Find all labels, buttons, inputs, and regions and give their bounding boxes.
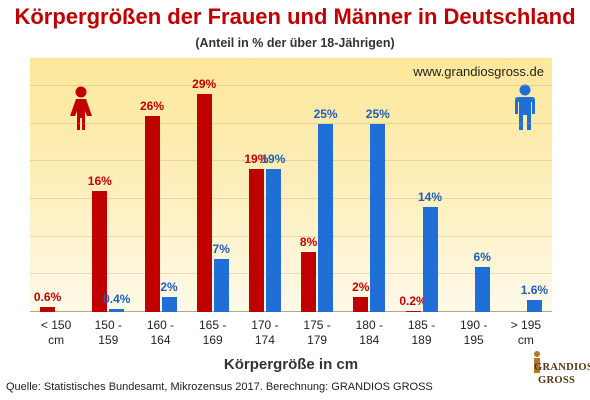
x-tick-label-line: 160 - [146,318,175,332]
men-bar-3 [213,259,229,312]
women-value-label-7: 0.2% [399,293,427,308]
x-axis-ticks: < 150 cm 150 -159 160 -164 165 -169 170 -174 1… [30,318,552,354]
x-tick-label-line: 169 [202,333,223,347]
x-tick-label-line: cm [517,333,534,347]
men-value-label-5: 25% [313,106,338,121]
women-bar-2 [144,116,160,312]
x-tick-label-line: 174 [254,333,275,347]
x-tick-label-5: 175 -179 [291,318,343,348]
women-bar-6 [353,296,369,312]
x-tick-label-6: 180 -184 [343,318,395,348]
women-value-label-6: 2% [352,279,370,294]
men-value-label-4: 19% [261,151,286,166]
men-value-label-8: 6% [473,249,491,264]
logo-line-2: GROSS [538,375,576,386]
plot-area: www.grandiosgross.de 0.6% 16% 26% 29% 19% 8% 2… [30,58,552,312]
women-value-label-1: 16% [87,174,112,189]
x-axis-label: Körpergröße in cm [223,356,359,373]
gridline [30,198,552,199]
x-axis-line [30,311,552,312]
gridline [30,122,552,124]
men-bar-6 [370,123,386,312]
woman-icon [70,86,92,130]
x-tick-label-2: 160 -164 [135,318,187,348]
women-bar-0 [40,307,56,312]
x-tick-label-line: 179 [307,333,328,347]
x-tick-label-line: > 195 [510,318,542,332]
women-bar-5 [301,251,317,312]
source-note: Quelle: Statistisches Bundesamt, Mikroze… [6,381,433,393]
men-value-label-1: 0.4% [103,292,131,306]
man-icon [515,84,535,130]
x-tick-label-line: 159 [98,333,119,347]
men-value-label-9: 1.6% [520,282,549,297]
women-value-label-2: 26% [139,99,165,114]
men-value-label-7: 14% [417,189,443,204]
gridline [30,85,552,86]
women-bar-3 [196,93,212,312]
men-bar-7 [422,206,438,312]
x-tick-label-line: 190 - [460,318,488,332]
gridline [30,273,552,275]
x-tick-label-4: 170 -174 [239,318,291,348]
gridline [30,160,552,162]
x-tick-label-line: 165 - [199,318,227,332]
x-tick-label-line: 170 - [251,318,279,332]
website-label: www.grandiosgross.de [413,64,544,79]
chart-subtitle: (Anteil in % der über 18-Jährigen) [195,36,395,50]
men-bar-5 [318,123,334,312]
x-tick-label-3: 165 -169 [187,318,239,348]
logo-line-1: GRANDIOS [534,362,590,373]
women-value-label-5: 8% [299,234,318,249]
x-tick-label-line: 185 - [407,318,436,332]
women-bar-7 [405,310,421,312]
women-bar-1 [92,191,108,312]
women-value-label-0: 0.6% [33,290,62,305]
x-tick-label-line: < 150 [40,318,72,332]
x-tick-label-line: 189 [411,333,432,347]
x-tick-label-line: 175 - [303,318,331,332]
men-bar-9 [526,299,542,312]
men-value-label-3: 7% [212,242,230,257]
x-tick-label-line: 164 [150,333,171,347]
gridline [30,235,552,237]
x-tick-label-line: 150 - [94,318,122,332]
x-tick-label-line: 184 [359,333,380,347]
grandios-gross-logo: GRANDIOS GROSS [528,350,590,396]
chart-title: Körpergrößen der Frauen und Männer in De… [14,4,576,29]
men-bar-8 [474,266,490,312]
men-bar-2 [161,296,177,312]
x-tick-label-line: 180 - [355,318,383,332]
women-value-label-4: 19% [244,151,269,166]
x-tick-label-line: 195 [463,333,484,347]
x-tick-label-9: > 195 cm [500,318,552,348]
x-tick-label-8: 190 -195 [448,318,500,348]
women-value-label-3: 29% [192,76,217,91]
x-tick-label-0: < 150 cm [30,318,82,348]
men-bar-1 [109,309,125,312]
men-value-label-6: 25% [365,106,390,121]
men-bar-4 [265,168,281,312]
x-tick-label-7: 185 -189 [396,318,448,348]
women-bar-4 [248,168,264,312]
x-tick-label-line: cm [48,333,65,347]
x-tick-label-1: 150 -159 [82,318,134,348]
men-value-label-2: 2% [160,279,178,294]
